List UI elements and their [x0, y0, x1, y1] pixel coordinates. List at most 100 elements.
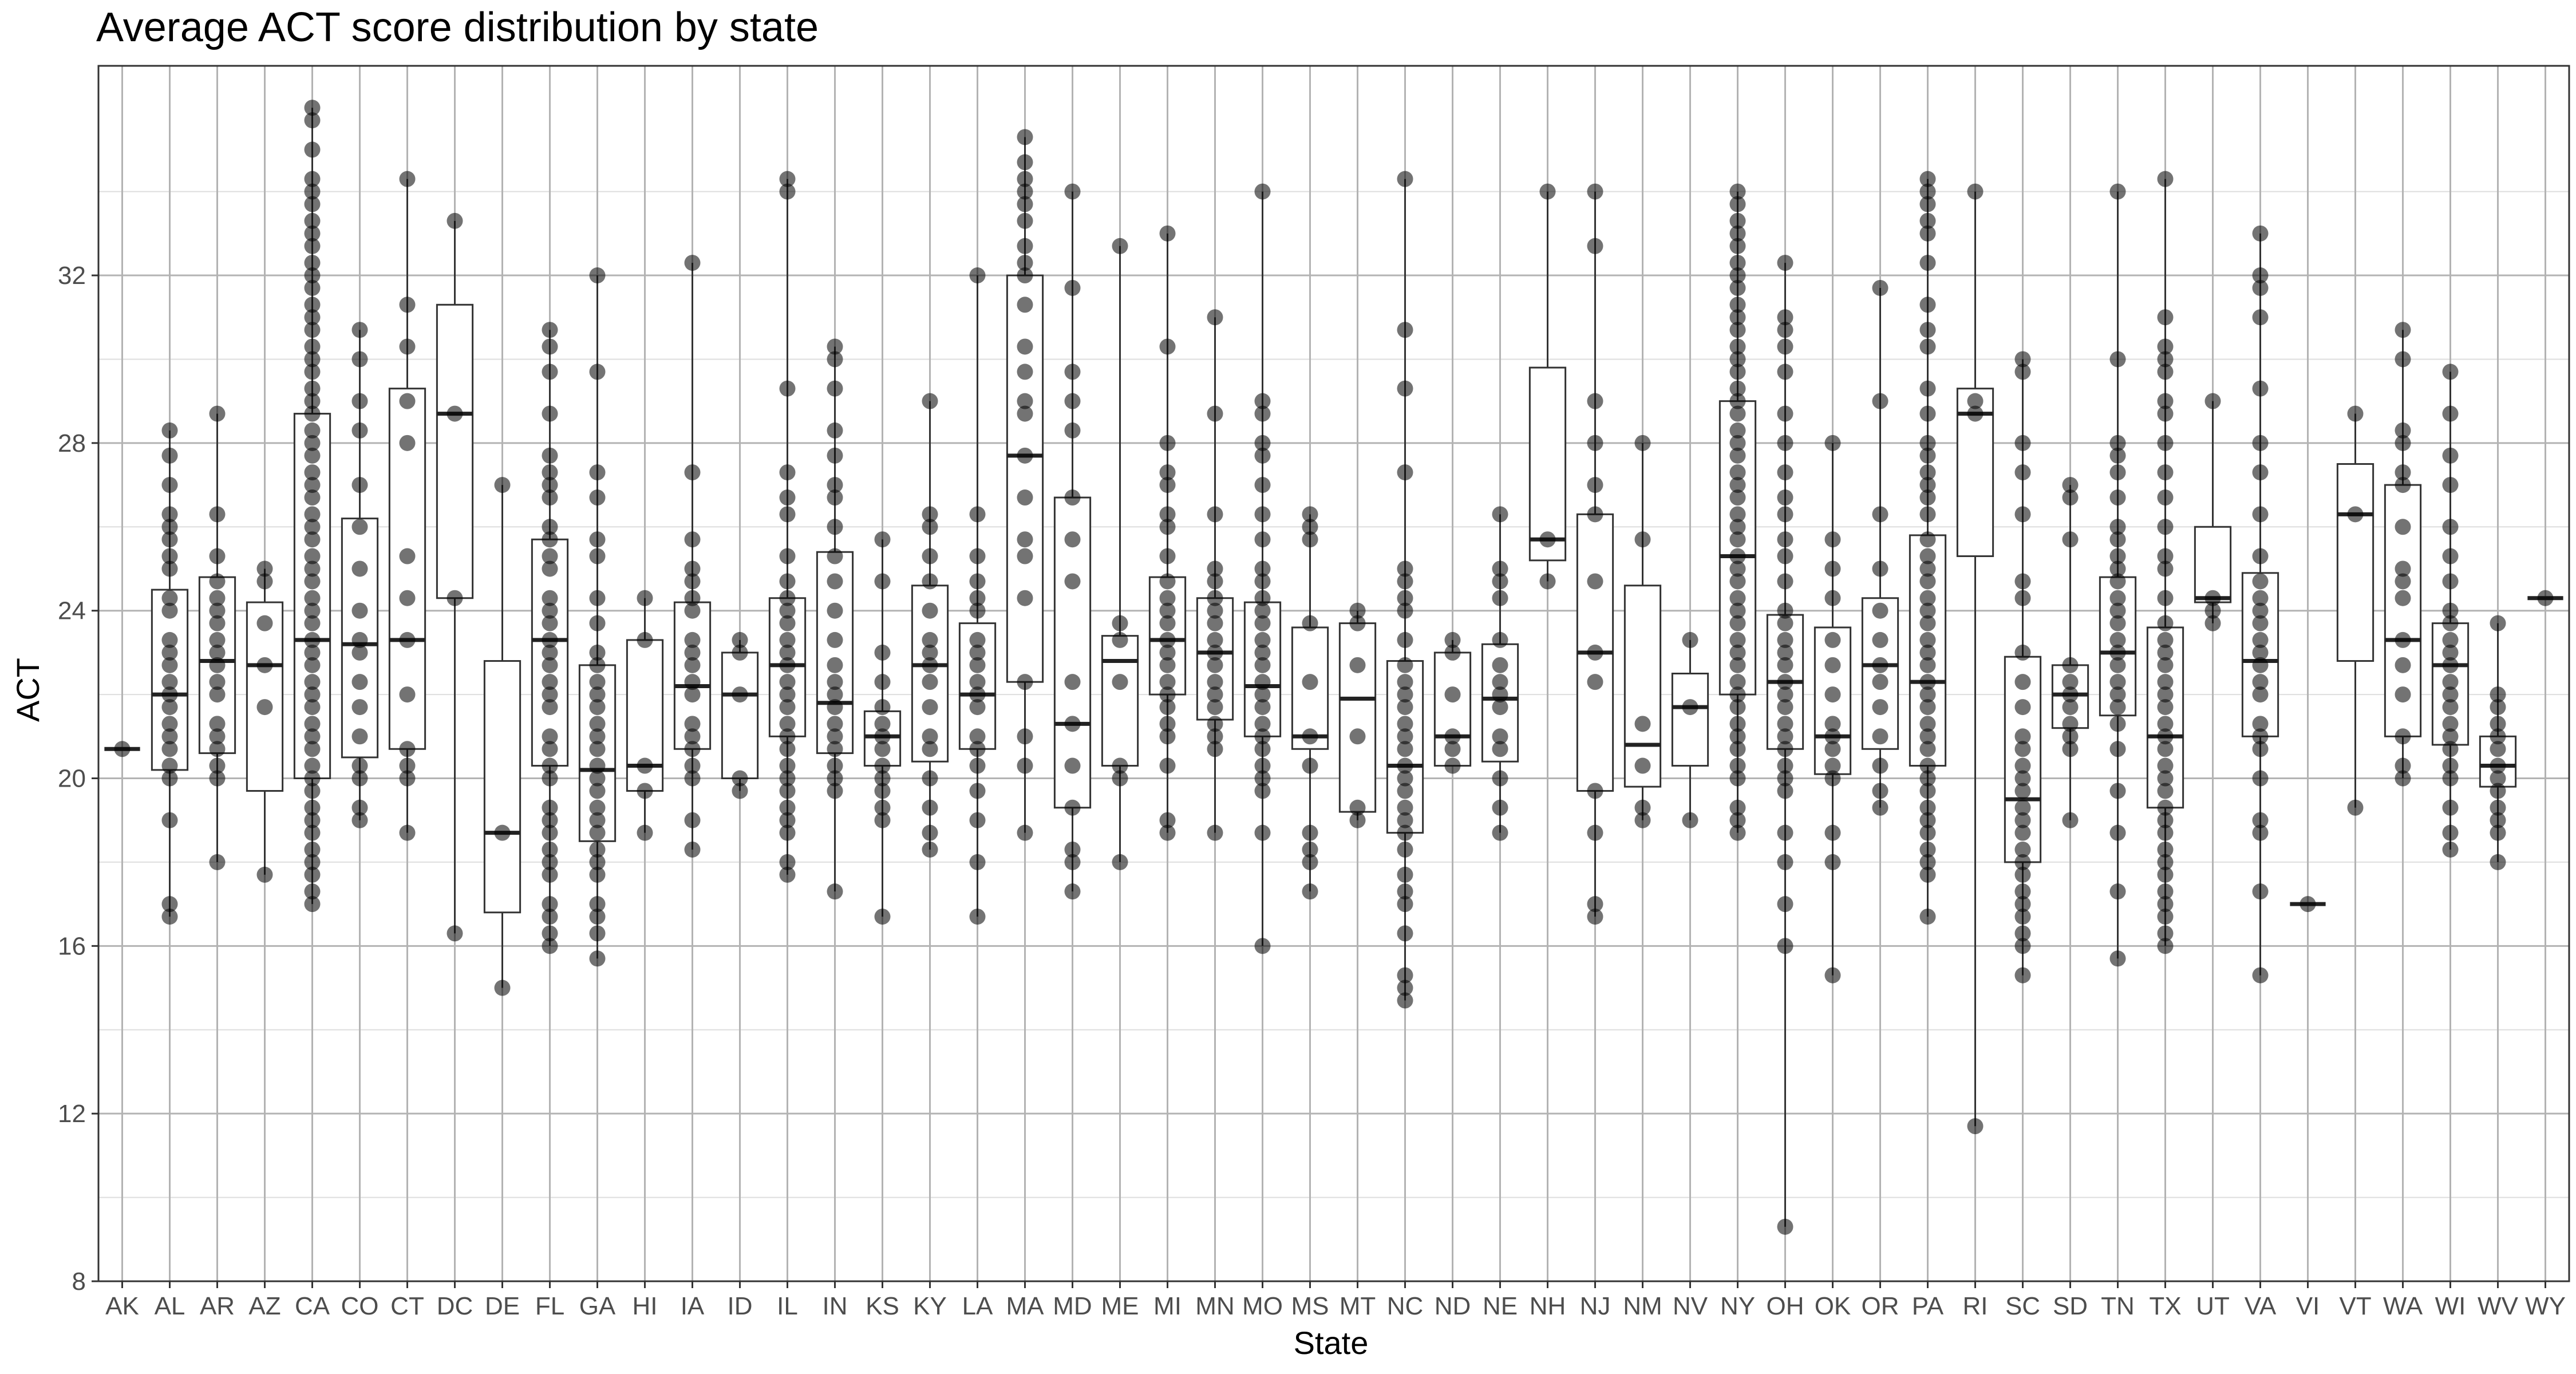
point-la [969, 812, 986, 828]
point-ma [1017, 171, 1033, 187]
point-in [827, 657, 843, 673]
point-mi [1159, 602, 1176, 619]
x-tick-label: MI [1153, 1292, 1182, 1320]
point-pa [1919, 447, 1936, 464]
point-ca [304, 824, 321, 841]
point-md [1064, 757, 1081, 774]
point-ga [589, 896, 606, 913]
point-sc [2014, 967, 2031, 984]
x-tick-label: GA [579, 1292, 616, 1320]
point-wa [2395, 435, 2411, 451]
point-mi [1159, 573, 1176, 590]
point-pa [1919, 841, 1936, 858]
point-ia [684, 841, 701, 858]
point-ny [1729, 728, 1746, 745]
point-pa [1919, 799, 1936, 816]
point-az [256, 866, 273, 883]
point-al [161, 674, 178, 690]
point-tn [2109, 644, 2126, 661]
point-ny [1729, 380, 1746, 397]
point-nm [1634, 531, 1651, 548]
point-mn [1207, 674, 1223, 690]
point-tx [2157, 686, 2174, 703]
point-wi [2442, 674, 2459, 690]
x-tick-label: OR [1862, 1292, 1899, 1320]
point-ca [304, 393, 321, 409]
point-ca [304, 866, 321, 883]
x-tick-label: SD [2053, 1292, 2088, 1320]
point-ks [874, 741, 891, 757]
point-oh [1777, 896, 1793, 913]
point-wv [2490, 728, 2506, 745]
point-nd [1444, 728, 1461, 745]
point-tx [2157, 674, 2174, 690]
point-ga [589, 489, 606, 506]
point-mo [1254, 435, 1271, 451]
point-ma [1017, 393, 1033, 409]
point-mi [1159, 464, 1176, 481]
point-fl [542, 548, 558, 564]
x-tick-label: KS [866, 1292, 899, 1320]
point-fl [542, 590, 558, 606]
point-ca [304, 422, 321, 439]
point-mn [1207, 560, 1223, 577]
y-tick-label: 28 [58, 429, 86, 457]
point-ky [922, 548, 938, 564]
point-wi [2442, 573, 2459, 590]
point-pa [1919, 380, 1936, 397]
point-ca [304, 279, 321, 296]
point-az [256, 699, 273, 716]
point-tx [2157, 866, 2174, 883]
point-la [969, 506, 986, 523]
point-ny [1729, 477, 1746, 493]
point-nc [1397, 716, 1413, 732]
point-ca [304, 590, 321, 606]
point-la [969, 631, 986, 648]
point-nj [1587, 644, 1603, 661]
point-mt [1349, 812, 1366, 828]
point-oh [1777, 741, 1793, 757]
point-al [161, 741, 178, 757]
point-mi [1159, 812, 1176, 828]
point-mn [1207, 824, 1223, 841]
point-nh [1539, 573, 1556, 590]
x-tick-label: NM [1623, 1292, 1662, 1320]
x-tick-label: ID [728, 1292, 753, 1320]
point-tn [2109, 674, 2126, 690]
point-la [969, 573, 986, 590]
point-ny [1729, 602, 1746, 619]
point-in [827, 631, 843, 648]
point-ks [874, 699, 891, 716]
point-wa [2395, 322, 2411, 338]
point-co [351, 631, 368, 648]
point-sc [2014, 351, 2031, 368]
point-oh [1777, 548, 1793, 564]
point-ar [209, 506, 226, 523]
point-mo [1254, 728, 1271, 745]
point-il [779, 770, 796, 787]
point-wv [2490, 699, 2506, 716]
point-ok [1824, 686, 1841, 703]
point-wi [2442, 799, 2459, 816]
point-nc [1397, 171, 1413, 187]
point-ga [589, 925, 606, 942]
point-co [351, 644, 368, 661]
point-ak [114, 741, 131, 757]
point-nm [1634, 716, 1651, 732]
point-md [1064, 854, 1081, 870]
point-fl [542, 824, 558, 841]
point-oh [1777, 770, 1793, 787]
point-la [969, 602, 986, 619]
point-al [161, 812, 178, 828]
point-ms [1302, 824, 1318, 841]
point-nc [1397, 812, 1413, 828]
point-mt [1349, 602, 1366, 619]
point-ok [1824, 728, 1841, 745]
point-wi [2442, 548, 2459, 564]
point-il [779, 615, 796, 631]
point-ny [1729, 631, 1746, 648]
point-nc [1397, 699, 1413, 716]
point-ky [922, 841, 938, 858]
point-ny [1729, 364, 1746, 380]
point-tn [2109, 531, 2126, 548]
